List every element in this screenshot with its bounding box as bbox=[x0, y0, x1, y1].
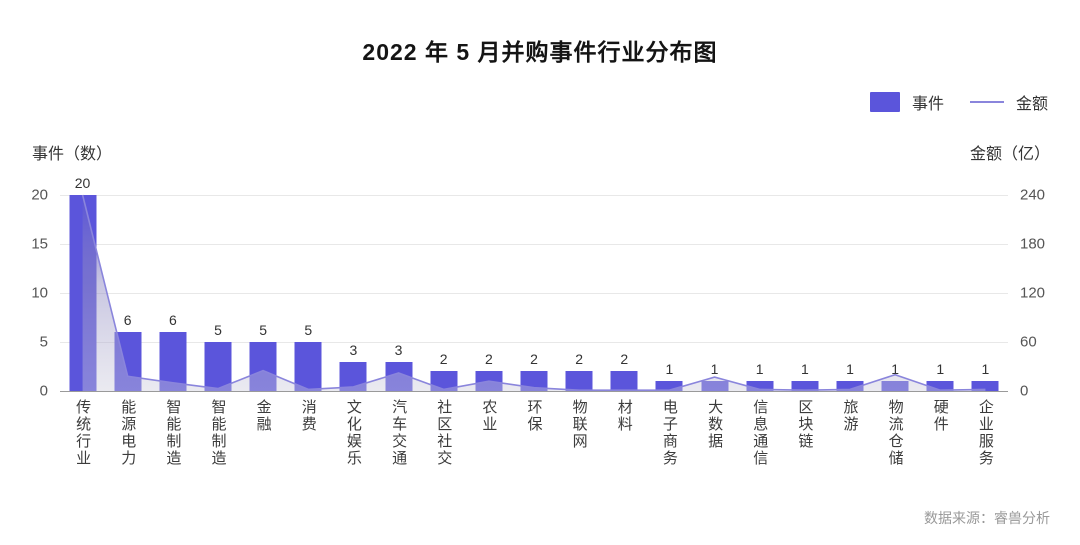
x-axis-label: 企业服务 bbox=[976, 399, 994, 467]
event-bar[interactable] bbox=[610, 371, 638, 391]
event-bar[interactable] bbox=[204, 342, 232, 391]
left-tick-label: 0 bbox=[39, 382, 48, 400]
x-axis-label: 社区社交 bbox=[435, 399, 453, 467]
x-axis-label: 传统行业 bbox=[74, 399, 92, 467]
event-bar[interactable] bbox=[926, 381, 954, 391]
legend-item-amount[interactable]: 金额 bbox=[956, 90, 1048, 114]
left-tick-label: 20 bbox=[31, 186, 48, 204]
x-axis-label: 大数据 bbox=[706, 399, 724, 450]
bar-value-label: 1 bbox=[891, 361, 900, 378]
x-axis-label: 智能制造 bbox=[209, 399, 227, 467]
right-tick-label: 120 bbox=[1020, 284, 1046, 302]
bar-value-label: 5 bbox=[259, 322, 268, 338]
right-axis-title: 金额（亿） bbox=[969, 146, 1050, 163]
bar-value-label: 1 bbox=[936, 361, 945, 378]
plot-area: 0 0 5 60 10 120 15 180 20 240 20 6 6 5 5 5 3 3 2 2 2 2 2 1 1 1 1 1 1… bbox=[31, 175, 1045, 400]
bar-value-label: 1 bbox=[755, 361, 764, 378]
event-bar[interactable] bbox=[294, 342, 322, 391]
x-axis-label: 汽车交通 bbox=[390, 399, 408, 467]
left-axis-title: 事件（数） bbox=[32, 146, 113, 163]
amount-area-fill bbox=[82, 195, 986, 391]
x-axis-label: 区块链 bbox=[796, 399, 814, 450]
events-bar-swatch-icon bbox=[869, 92, 900, 112]
event-bar[interactable] bbox=[971, 381, 999, 391]
event-bar[interactable] bbox=[565, 371, 593, 391]
bar-value-label: 6 bbox=[168, 312, 177, 329]
bar-value-label: 6 bbox=[123, 312, 132, 329]
grid-line bbox=[60, 244, 1008, 245]
x-axis-label: 智能制造 bbox=[164, 399, 182, 467]
x-axis-label: 农业 bbox=[480, 399, 498, 433]
x-axis-label: 物联网 bbox=[570, 399, 588, 450]
chart-title: 2022 年 5 月并购事件行业分布图 bbox=[362, 39, 718, 65]
legend: 事件 金额 bbox=[869, 90, 1048, 114]
left-tick-label: 10 bbox=[31, 284, 48, 302]
x-axis-label: 物流仓储 bbox=[886, 399, 904, 467]
bar-value-label: 3 bbox=[394, 341, 403, 358]
bar-value-label: 2 bbox=[439, 351, 448, 368]
amount-line-swatch-icon bbox=[969, 101, 1004, 103]
bar-value-label: 5 bbox=[214, 322, 222, 338]
bar-value-label: 1 bbox=[710, 361, 719, 378]
amount-line-series[interactable] bbox=[81, 194, 986, 392]
x-axis-label: 信息通信 bbox=[751, 399, 769, 467]
bar-value-label: 1 bbox=[846, 361, 854, 378]
bar-value-label: 1 bbox=[800, 361, 809, 378]
right-tick-label: 0 bbox=[1020, 382, 1029, 400]
x-axis-label: 电子商务 bbox=[660, 399, 678, 467]
grid-line bbox=[60, 293, 1008, 294]
x-axis-label: 材料 bbox=[615, 399, 633, 433]
left-tick-label: 15 bbox=[31, 235, 48, 253]
legend-item-events[interactable]: 事件 bbox=[869, 90, 944, 114]
right-tick-label: 240 bbox=[1020, 186, 1046, 204]
event-bar[interactable] bbox=[655, 381, 683, 391]
bar-value-label: 2 bbox=[575, 351, 584, 368]
x-axis-label: 文化娱乐 bbox=[344, 399, 362, 467]
bar-value-label: 2 bbox=[620, 351, 629, 368]
event-bar[interactable] bbox=[746, 381, 774, 391]
bar-value-label: 1 bbox=[665, 361, 674, 378]
bar-value-label: 5 bbox=[304, 322, 313, 338]
x-axis-label: 能源电力 bbox=[119, 399, 137, 467]
bar-value-label: 2 bbox=[484, 351, 493, 368]
grid-line bbox=[60, 195, 1008, 196]
legend-amount-label: 金额 bbox=[1015, 96, 1048, 113]
data-source-note: 数据来源：睿兽分析 bbox=[924, 510, 1050, 526]
x-axis-label: 硬件 bbox=[931, 399, 949, 433]
x-axis-label: 金融 bbox=[254, 399, 272, 433]
event-bar[interactable] bbox=[836, 381, 864, 391]
x-axis-label: 消费 bbox=[299, 399, 317, 433]
grid-line bbox=[60, 342, 1008, 343]
left-tick-label: 5 bbox=[39, 333, 48, 351]
x-axis-label: 环保 bbox=[525, 399, 543, 433]
bar-value-label: 20 bbox=[74, 175, 91, 191]
event-bar[interactable] bbox=[791, 381, 819, 391]
right-tick-label: 180 bbox=[1020, 235, 1046, 253]
right-tick-label: 60 bbox=[1020, 333, 1037, 351]
grid-line bbox=[60, 391, 1008, 392]
amount-series-layer bbox=[81, 194, 986, 392]
bar-value-label: 1 bbox=[981, 361, 990, 378]
bar-value-label: 2 bbox=[530, 351, 538, 368]
bar-value-label: 3 bbox=[349, 341, 358, 358]
x-axis-labels: 传统行业 能源电力 智能制造 智能制造 金融 消费 文化娱乐 汽车交通 社区社交 农业 环保 物联网 材… bbox=[60, 399, 1008, 499]
x-axis-label: 旅游 bbox=[841, 399, 859, 433]
legend-events-label: 事件 bbox=[911, 96, 944, 113]
